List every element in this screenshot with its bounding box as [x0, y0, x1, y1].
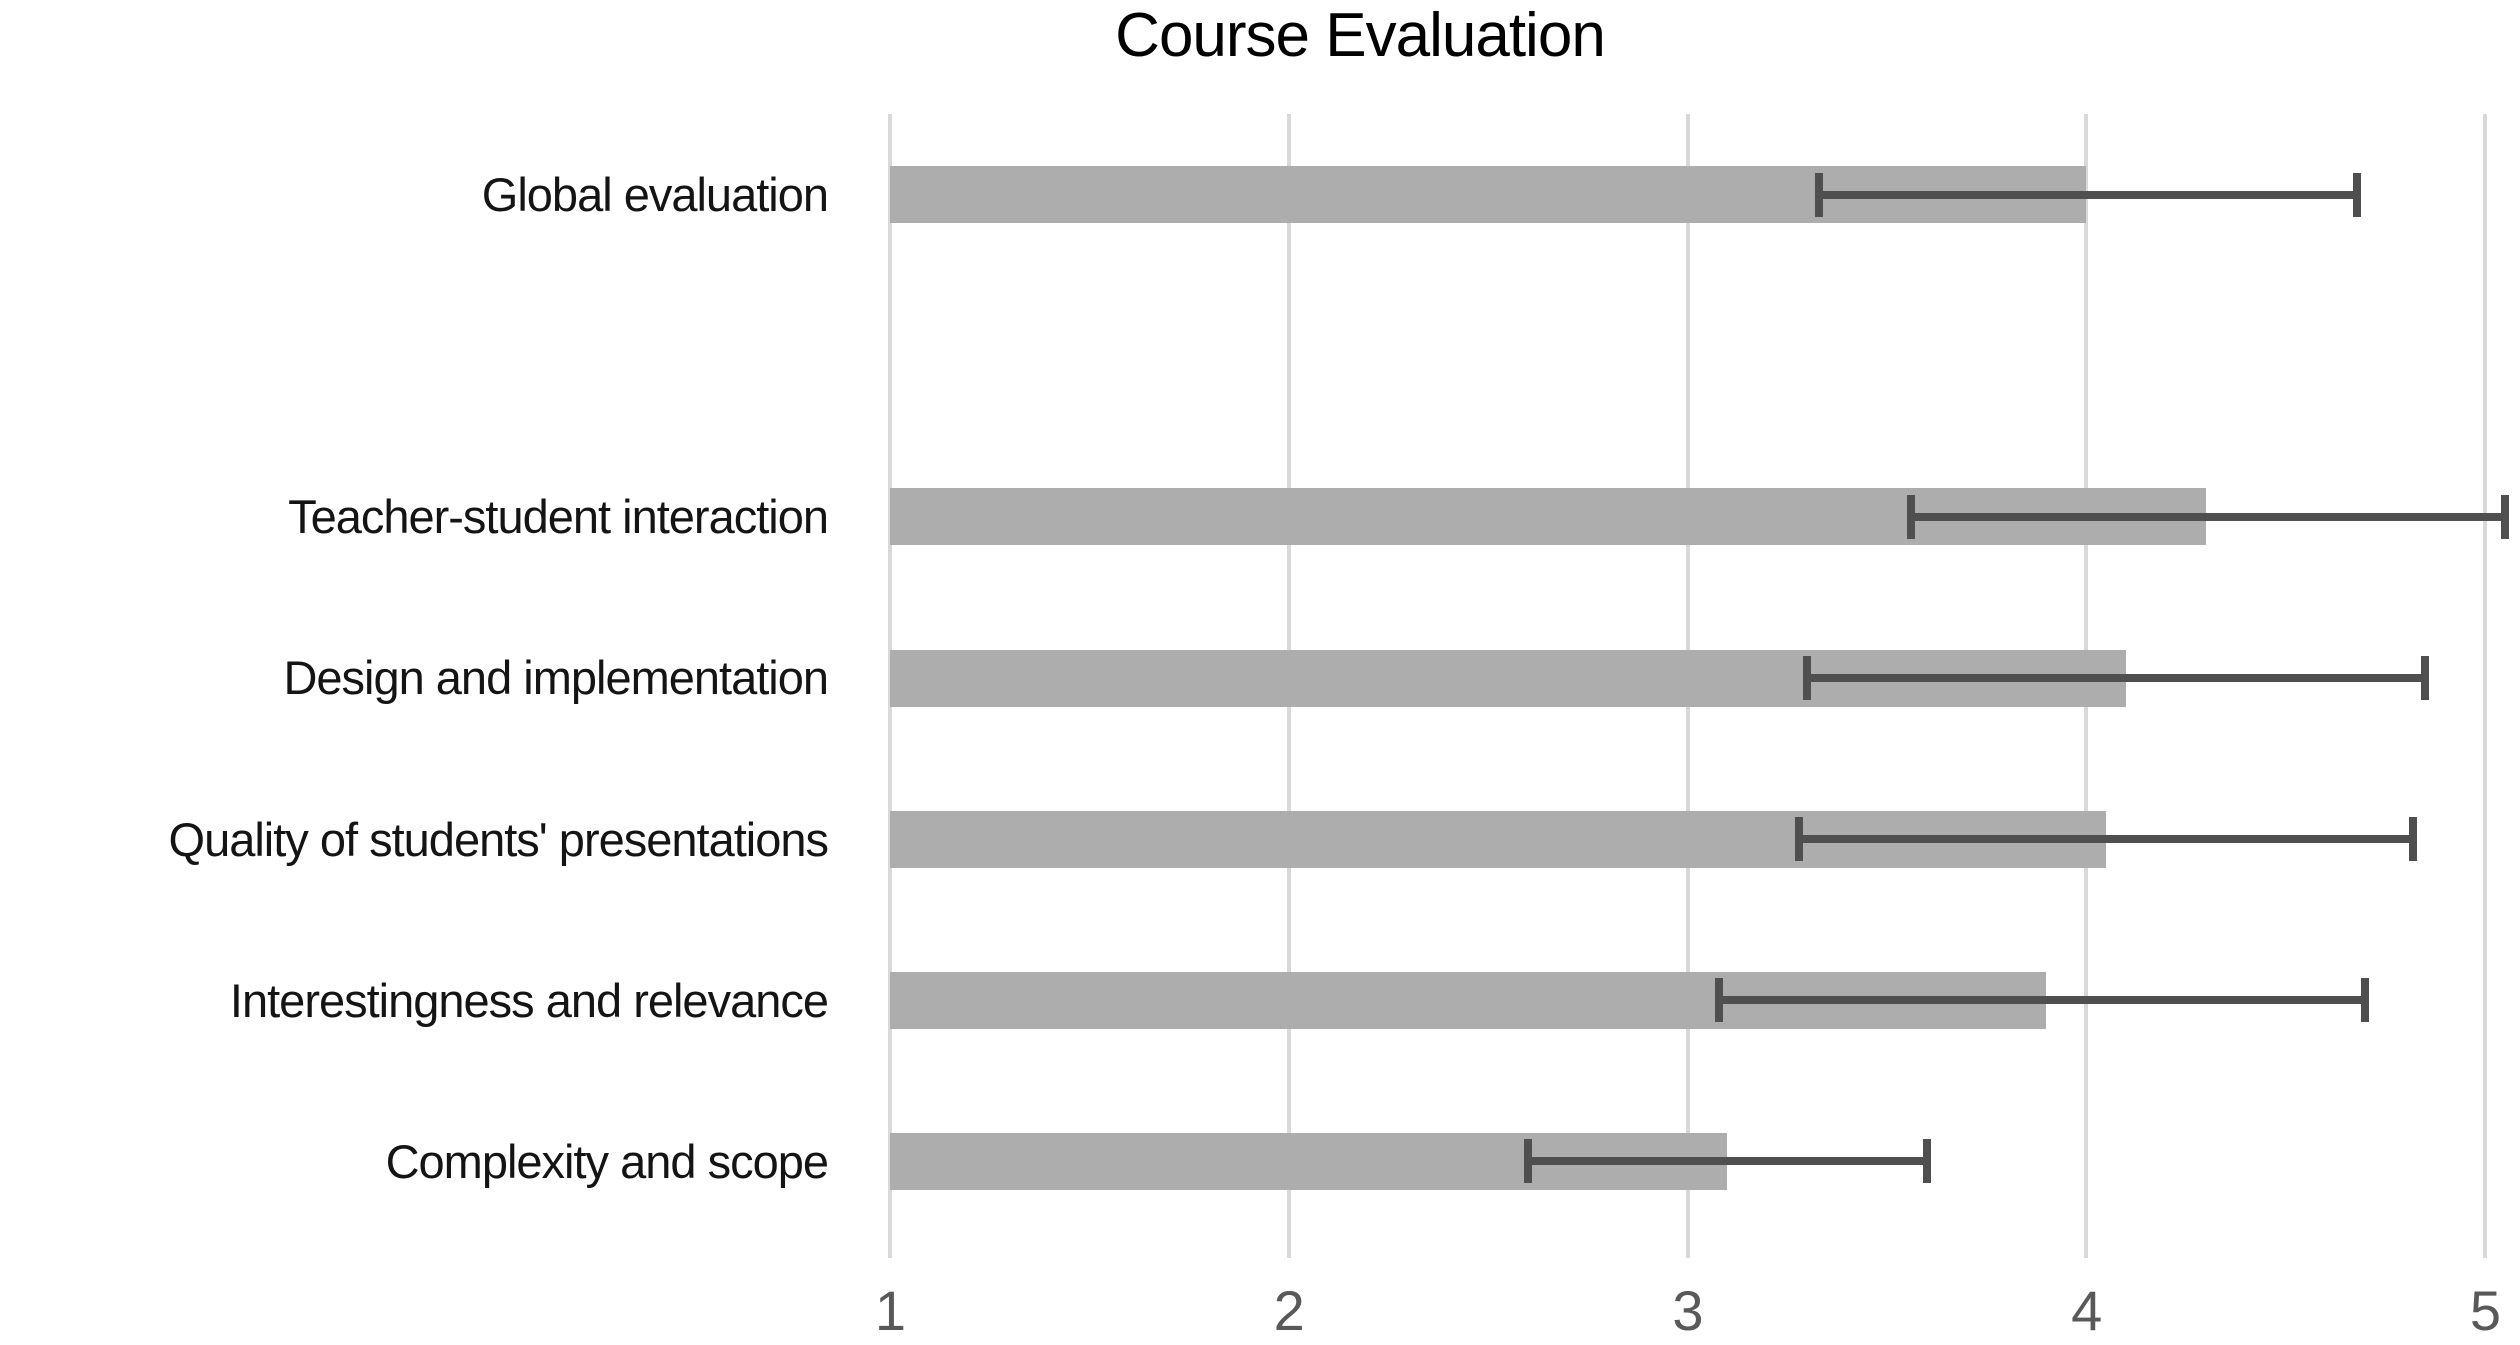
category-label: Interestingness and relevance: [229, 973, 829, 1027]
x-tick-label: 1: [874, 1279, 906, 1342]
error-bar-cap: [1524, 1139, 1532, 1184]
error-bar-cap: [1795, 817, 1804, 862]
category-label: Design and implementation: [283, 651, 829, 705]
error-bar-cap: [1815, 172, 1824, 217]
category-label: Quality of students' presentations: [168, 812, 829, 866]
error-bar-cap: [2353, 172, 2362, 217]
error-bar: [1799, 835, 2414, 844]
error-bar: [1819, 190, 2358, 199]
error-bar-cap: [1803, 656, 1812, 700]
chart-title: Course Evaluation: [1115, 1, 1606, 70]
x-tick-label: 3: [1672, 1279, 1703, 1342]
error-bar: [1719, 996, 2366, 1005]
error-bar: [1807, 674, 2426, 682]
error-bar-cap: [2409, 817, 2418, 862]
error-bar-cap: [2500, 494, 2509, 539]
error-bar: [1528, 1157, 1927, 1166]
x-gridline: [2483, 114, 2487, 1258]
category-label: Complexity and scope: [385, 1134, 829, 1188]
plot-area: 1 2 3 4 5: [875, 114, 2509, 1342]
category-axis: Global evaluation Teacher-student interac…: [0, 114, 858, 1242]
category-label: Teacher-student interaction: [288, 490, 829, 544]
x-tick-label: 5: [2469, 1279, 2501, 1342]
error-bar-cap: [1922, 1139, 1931, 1184]
error-bar-cap: [1715, 978, 1724, 1023]
error-bar-cap: [2421, 656, 2430, 700]
error-bar: [1910, 512, 2505, 521]
x-tick-label: 2: [1273, 1279, 1305, 1342]
error-bar-cap: [1906, 494, 1915, 539]
x-tick-label: 4: [2071, 1279, 2102, 1342]
error-bar-cap: [2361, 978, 2370, 1023]
category-label: Global evaluation: [481, 168, 829, 222]
